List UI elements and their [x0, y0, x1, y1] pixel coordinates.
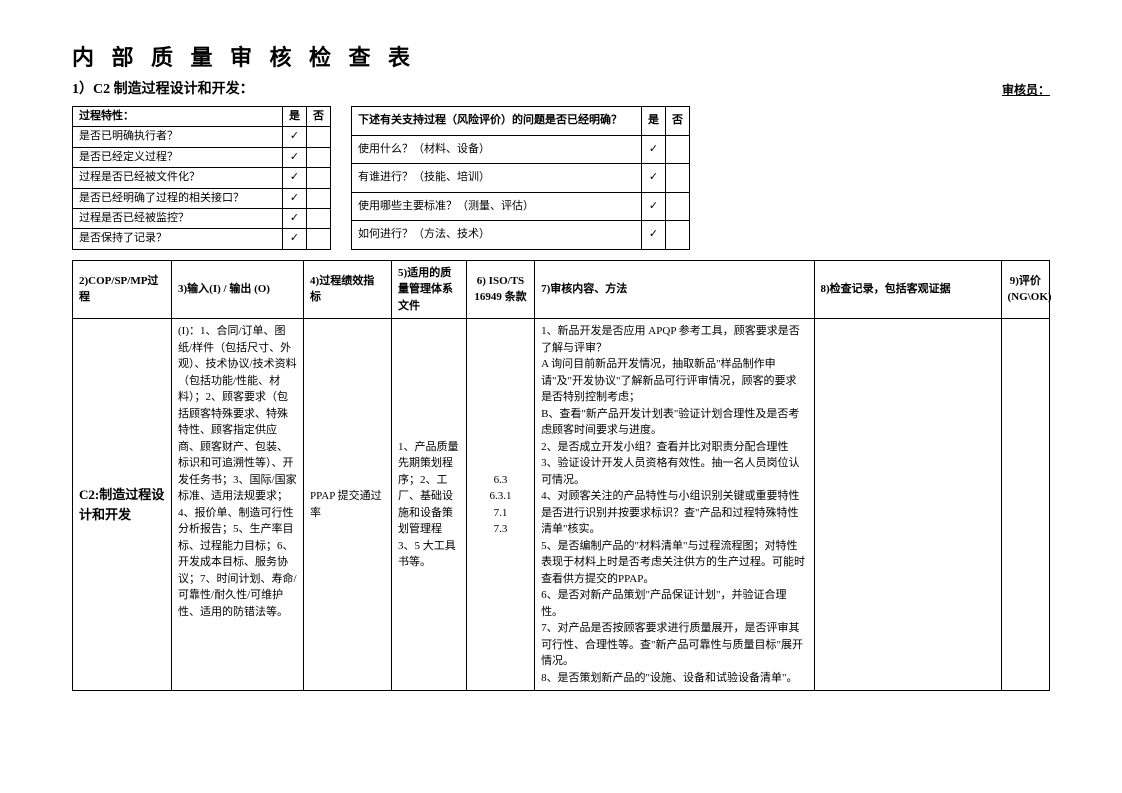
- cell-iso: 6.3 6.3.1 7.1 7.3: [466, 319, 534, 691]
- right-no-header: 否: [666, 107, 690, 136]
- header-io: 3)输入(I) / 输出 (O): [172, 260, 304, 319]
- question-cell: 如何进行？（方法、技术）: [352, 221, 642, 250]
- yes-cell: ✓: [642, 221, 666, 250]
- question-cell: 是否已经明确了过程的相关接口？: [73, 188, 283, 208]
- question-cell: 使用哪些主要标准？（测量、评估）: [352, 192, 642, 221]
- table-row: 是否保持了记录？ ✓: [73, 229, 331, 249]
- cell-process: C2:制造过程设计和开发: [73, 319, 172, 691]
- cell-kpi: PPAP 提交通过率: [304, 319, 392, 691]
- table-row: 有谁进行？（技能、培训） ✓: [352, 164, 690, 193]
- no-cell: [666, 164, 690, 193]
- question-cell: 是否保持了记录？: [73, 229, 283, 249]
- subtitle-row: 1）C2 制造过程设计和开发： 审核员：: [72, 78, 1050, 98]
- header-record: 8)检查记录，包括客观证据: [814, 260, 1001, 319]
- auditor-label: 审核员：: [1002, 81, 1050, 98]
- right-table-header: 下述有关支持过程（风险评价）的问题是否已经明确？: [352, 107, 642, 136]
- header-doc: 5)适用的质量管理体系文件: [392, 260, 467, 319]
- header-kpi: 4)过程绩效指标: [304, 260, 392, 319]
- page-title: 内 部 质 量 审 核 检 查 表: [72, 40, 1050, 72]
- no-cell: [307, 168, 331, 188]
- no-cell: [307, 127, 331, 147]
- yes-cell: ✓: [642, 192, 666, 221]
- table-row: 使用哪些主要标准？（测量、评估） ✓: [352, 192, 690, 221]
- table-row: 如何进行？（方法、技术） ✓: [352, 221, 690, 250]
- question-cell: 是否已明确执行者？: [73, 127, 283, 147]
- main-table-row: C2:制造过程设计和开发 (I)：1、合同/订单、图纸/样件（包括尺寸、外观）、…: [73, 319, 1050, 691]
- main-audit-table: 2)COP/SP/MP过程 3)输入(I) / 输出 (O) 4)过程绩效指标 …: [72, 260, 1050, 692]
- question-cell: 过程是否已经被监控？: [73, 208, 283, 228]
- header-process: 2)COP/SP/MP过程: [73, 260, 172, 319]
- cell-record: [814, 319, 1001, 691]
- risk-questions-table: 下述有关支持过程（风险评价）的问题是否已经明确？ 是 否 使用什么？（材料、设备…: [351, 106, 690, 250]
- yes-cell: ✓: [283, 229, 307, 249]
- no-cell: [307, 147, 331, 167]
- header-eval: 9)评价 (NG\OK): [1001, 260, 1049, 319]
- table-row: 过程是否已经被监控？ ✓: [73, 208, 331, 228]
- question-cell: 过程是否已经被文件化？: [73, 168, 283, 188]
- cell-doc: 1、产品质量先期策划程序；2、工厂、基础设施和设备策划管理程 3、5 大工具书等…: [392, 319, 467, 691]
- question-cell: 有谁进行？（技能、培训）: [352, 164, 642, 193]
- header-iso: 6) ISO/TS 16949 条款: [466, 260, 534, 319]
- cell-audit: 1、新品开发是否应用 APQP 参考工具，顾客要求是否了解与评审？ A 询问目前…: [535, 319, 814, 691]
- yes-cell: ✓: [283, 188, 307, 208]
- yes-cell: ✓: [283, 168, 307, 188]
- no-cell: [307, 188, 331, 208]
- subtitle: 1）C2 制造过程设计和开发：: [72, 78, 254, 98]
- left-no-header: 否: [307, 107, 331, 127]
- table-row: 过程是否已经被文件化？ ✓: [73, 168, 331, 188]
- no-cell: [666, 135, 690, 164]
- left-table-header: 过程特性：: [73, 107, 283, 127]
- left-yes-header: 是: [283, 107, 307, 127]
- header-audit: 7)审核内容、方法: [535, 260, 814, 319]
- no-cell: [666, 221, 690, 250]
- main-table-header-row: 2)COP/SP/MP过程 3)输入(I) / 输出 (O) 4)过程绩效指标 …: [73, 260, 1050, 319]
- process-characteristics-table: 过程特性： 是 否 是否已明确执行者？ ✓ 是否已经定义过程？ ✓ 过程是否已经…: [72, 106, 331, 250]
- cell-io: (I)：1、合同/订单、图纸/样件（包括尺寸、外观）、技术协议/技术资料（包括功…: [172, 319, 304, 691]
- table-row: 是否已经明确了过程的相关接口？ ✓: [73, 188, 331, 208]
- yes-cell: ✓: [642, 164, 666, 193]
- yes-cell: ✓: [283, 147, 307, 167]
- yes-cell: ✓: [642, 135, 666, 164]
- right-yes-header: 是: [642, 107, 666, 136]
- yes-cell: ✓: [283, 208, 307, 228]
- no-cell: [666, 192, 690, 221]
- table-row: 是否已经定义过程？ ✓: [73, 147, 331, 167]
- no-cell: [307, 208, 331, 228]
- yes-cell: ✓: [283, 127, 307, 147]
- question-cell: 是否已经定义过程？: [73, 147, 283, 167]
- question-cell: 使用什么？（材料、设备）: [352, 135, 642, 164]
- table-row: 使用什么？（材料、设备） ✓: [352, 135, 690, 164]
- cell-eval: [1001, 319, 1049, 691]
- no-cell: [307, 229, 331, 249]
- top-tables: 过程特性： 是 否 是否已明确执行者？ ✓ 是否已经定义过程？ ✓ 过程是否已经…: [72, 106, 1050, 250]
- table-row: 是否已明确执行者？ ✓: [73, 127, 331, 147]
